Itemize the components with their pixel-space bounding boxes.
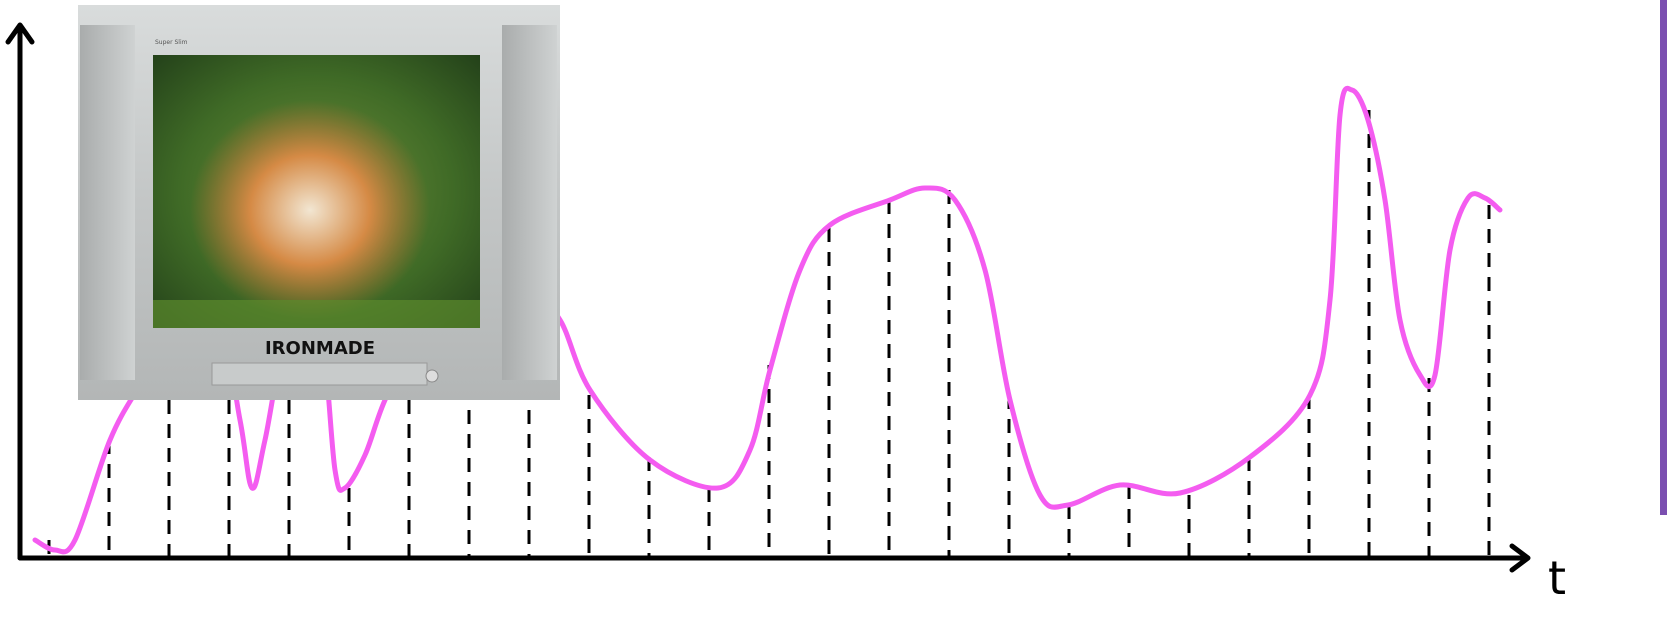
x-axis bbox=[20, 546, 1528, 570]
y-axis bbox=[8, 25, 32, 558]
tiger bbox=[190, 100, 430, 320]
tv-panel bbox=[212, 363, 427, 385]
tv: Super Slim IRONMADE bbox=[78, 5, 560, 400]
tv-knob bbox=[426, 370, 438, 382]
tv-brand: IRONMADE bbox=[265, 338, 375, 359]
grass bbox=[153, 300, 480, 328]
side-bar bbox=[1660, 0, 1667, 515]
tv-speaker bbox=[80, 25, 135, 380]
diagram: t Super Slim IRONMADE bbox=[0, 0, 1675, 641]
axis-label: t bbox=[1548, 551, 1566, 605]
tv-model: Super Slim bbox=[155, 39, 188, 46]
tv-speaker bbox=[502, 25, 557, 380]
